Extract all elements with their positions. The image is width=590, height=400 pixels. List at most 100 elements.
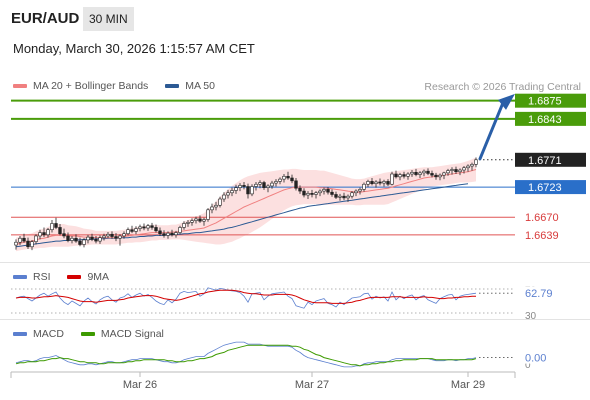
candle-body [366,181,370,185]
candle [430,170,434,178]
candle [266,184,270,193]
candle [102,233,106,241]
legend-label-ma20: MA 20 + Bollinger Bands [33,80,149,93]
legend-swatch-ma20 [13,84,27,89]
candles-group [14,157,478,251]
candle [106,231,110,239]
candle-body [182,223,186,228]
legend-swatch-macd [13,332,27,337]
candle-body [386,181,390,185]
candle-body [38,232,42,237]
candle [154,224,158,233]
candle-body [210,206,214,211]
candle-body [218,198,222,206]
candle-body [330,191,334,195]
candle [270,180,274,189]
candle [330,189,334,197]
candle-body [266,185,270,188]
bollinger-band [16,157,476,252]
candle-body [454,169,458,173]
candle-body [434,174,438,178]
macd-legend: MACD MACD Signal [13,328,178,340]
candle [290,174,294,184]
legend-label-rsi: RSI [33,271,51,284]
candle [214,201,218,211]
candle-body [394,173,398,178]
candle [298,185,302,194]
candle [470,162,474,171]
candle [302,188,306,198]
candle [202,217,206,226]
candle-body [110,233,114,237]
candle-body [62,233,66,237]
candle-body [382,181,386,184]
candle-body [222,194,226,200]
candle-body [262,182,266,188]
candle [370,177,374,186]
candle [278,177,282,185]
candle-body [18,237,22,243]
candle-body [118,235,122,239]
candle [98,235,102,244]
candle-body [246,186,250,195]
candle [350,191,354,199]
candle [362,182,366,192]
candle [438,173,442,181]
candle-body [314,192,318,195]
candle-body [362,183,366,190]
candle [54,217,58,230]
candle [58,224,62,236]
candle [62,228,66,239]
rsi-line [15,287,477,309]
candle [314,191,318,199]
candle-body [34,235,38,242]
candle [182,221,186,230]
candle [138,224,142,232]
candle-body [258,182,262,185]
rsi-ma9-line [15,289,476,304]
candle-body [406,173,410,177]
candle-body [254,183,258,187]
candle [326,187,330,195]
candle [110,231,114,239]
candle [286,171,290,180]
candle-body [46,229,50,236]
candle-body [78,240,82,245]
x-tick-label-1: Mar 27 [295,379,329,391]
candle-body [458,169,462,173]
legend-label-macd-signal: MACD Signal [100,328,164,341]
candle-body [130,229,134,232]
price-label-1: 1.6843 [528,114,562,126]
candle-body [426,170,430,174]
candle [250,184,254,197]
candle-body [470,164,474,167]
candle [174,230,178,238]
candle [462,166,466,174]
candle-body [50,223,54,231]
timeframe-badge[interactable]: 30 MIN [83,7,134,31]
candle-body [194,218,198,221]
candle-body [238,185,242,188]
candle-body [98,237,102,242]
candle [34,234,38,245]
price-tag-1 [515,111,586,126]
candle-body [250,186,254,195]
candle [190,218,194,226]
macd-tick-0: 0 [525,360,531,371]
candle [66,232,70,243]
price-label-0: 1.6875 [528,96,562,108]
candle-body [86,236,90,241]
candle [366,179,370,188]
candle-body [326,189,330,193]
candle-body [242,185,246,187]
candle [218,196,222,208]
candle [442,171,446,180]
rsi-value-bg [520,286,554,300]
candle [338,193,342,201]
candle-body [150,225,154,228]
legend-swatch-ma50 [165,84,180,89]
candle [46,228,50,238]
candle-body [442,172,446,176]
candle [398,172,402,181]
